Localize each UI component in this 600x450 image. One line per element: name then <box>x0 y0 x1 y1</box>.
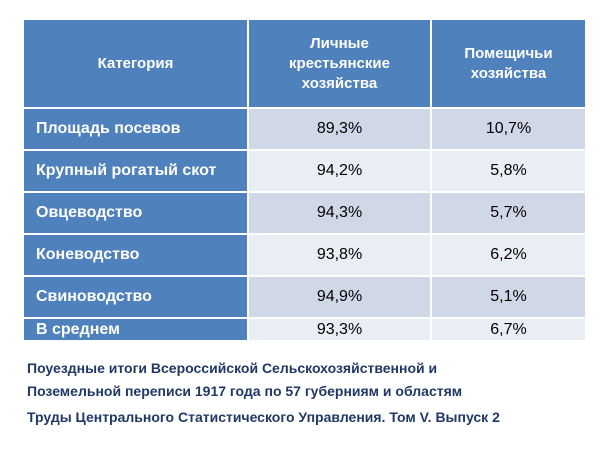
row-peasant: 94,3% <box>247 191 432 235</box>
caption-line-3: Труды Центрального Статистического Управ… <box>27 409 500 425</box>
row-category: В среднем <box>22 317 249 342</box>
row-category: Свиноводство <box>22 275 249 319</box>
row-peasant: 93,8% <box>247 233 432 277</box>
row-landlord: 5,8% <box>430 149 587 193</box>
header-landlord: Помещичьи хозяйства <box>430 18 587 109</box>
table-row: Свиноводство 94,9% 5,1% <box>22 275 587 319</box>
table-row: Овцеводство 94,3% 5,7% <box>22 191 587 235</box>
header-category: Категория <box>22 18 249 109</box>
table-row-average: В среднем 93,3% 6,7% <box>22 317 587 342</box>
row-landlord: 5,7% <box>430 191 587 235</box>
row-landlord: 10,7% <box>430 107 587 151</box>
row-landlord: 6,7% <box>430 317 587 342</box>
row-category: Овцеводство <box>22 191 249 235</box>
header-row: Категория Личные крестьянские хозяйства … <box>22 18 587 109</box>
row-category: Коневодство <box>22 233 249 277</box>
table-row: Площадь посевов 89,3% 10,7% <box>22 107 587 151</box>
row-category: Крупный рогатый скот <box>22 149 249 193</box>
row-landlord: 5,1% <box>430 275 587 319</box>
caption-line-1: Поуездные итоги Всероссийской Сельскохоз… <box>27 360 438 376</box>
table-row: Крупный рогатый скот 94,2% 5,8% <box>22 149 587 193</box>
header-peasant: Личные крестьянские хозяйства <box>247 18 432 109</box>
caption-line-2: Поземельной переписи 1917 года по 57 губ… <box>27 383 463 399</box>
row-landlord: 6,2% <box>430 233 587 277</box>
row-peasant: 94,2% <box>247 149 432 193</box>
table-row: Коневодство 93,8% 6,2% <box>22 233 587 277</box>
data-table: Категория Личные крестьянские хозяйства … <box>22 18 587 342</box>
row-peasant: 89,3% <box>247 107 432 151</box>
row-peasant: 94,9% <box>247 275 432 319</box>
row-peasant: 93,3% <box>247 317 432 342</box>
row-category: Площадь посевов <box>22 107 249 151</box>
